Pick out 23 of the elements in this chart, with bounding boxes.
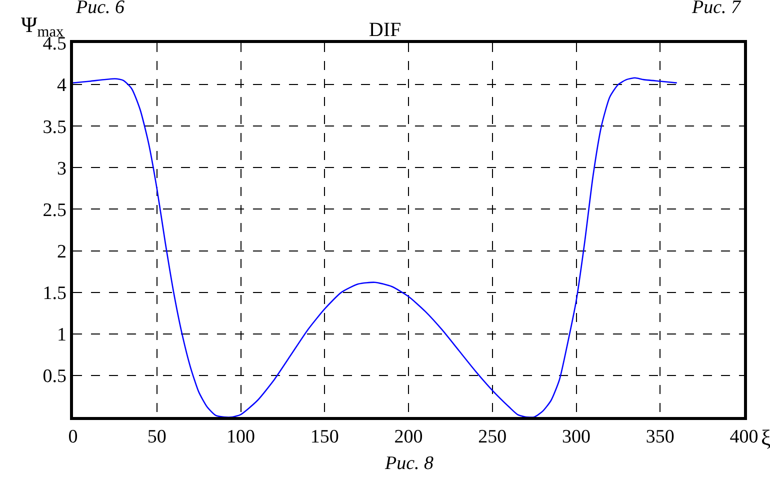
x-tick-label: 0	[68, 426, 78, 448]
x-tick-label: 150	[310, 426, 339, 448]
y-tick-label: 2	[56, 241, 66, 262]
y-tick-label: 1	[56, 324, 66, 346]
x-tick-label: 50	[147, 426, 166, 448]
text: Рис. 6	[75, 0, 126, 18]
x-tick-label: 200	[394, 426, 423, 448]
x-tick-label: 300	[562, 426, 590, 448]
y-tick-label: 1.5	[42, 282, 66, 304]
chart-title: DIF	[368, 19, 402, 41]
y-tick-label: 2.5	[42, 200, 66, 221]
line-series	[73, 77, 678, 417]
y-tick-label: 0.5	[42, 366, 66, 388]
y-tick-label: 3	[56, 158, 66, 180]
y-tick-label: 4	[56, 75, 67, 96]
text: Рис. 8	[384, 453, 434, 474]
x-tick-label: 400	[730, 426, 758, 448]
x-axis-title: ξ	[761, 425, 770, 450]
y-tick-label: 3.5	[42, 116, 66, 138]
x-tick-label: 250	[478, 426, 507, 448]
x-tick-label: 100	[226, 426, 255, 448]
x-tick-label: 350	[646, 426, 674, 448]
text: Рис. 7	[691, 0, 742, 18]
